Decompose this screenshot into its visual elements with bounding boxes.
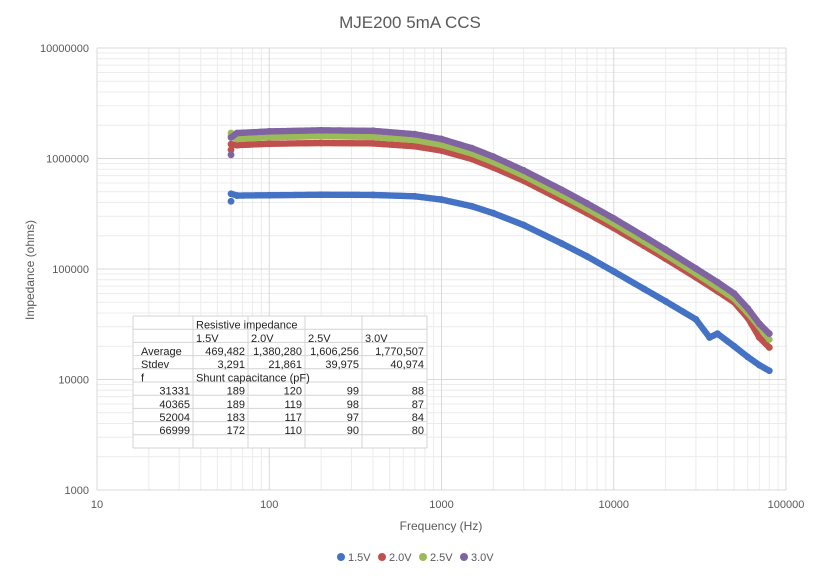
y-tick-label: 100000 bbox=[52, 264, 89, 276]
legend-item-2.0V: 2.0V bbox=[378, 552, 412, 564]
legend-label: 2.0V bbox=[389, 552, 412, 564]
table-row-label: Average bbox=[141, 346, 182, 358]
chart-title: MJE200 5mA CCS bbox=[339, 13, 481, 32]
table-cell: 1,770,507 bbox=[375, 346, 424, 358]
series-1.5V bbox=[227, 190, 773, 375]
table-column-header: 2.5V bbox=[308, 333, 331, 345]
table-column-header: 3.0V bbox=[365, 333, 388, 345]
table-freq-cell: 31331 bbox=[159, 386, 190, 398]
x-tick-label: 100000 bbox=[768, 499, 805, 511]
table-cell: 1,606,256 bbox=[310, 346, 359, 358]
table-cell: 3,291 bbox=[217, 359, 245, 371]
legend-marker bbox=[460, 553, 468, 561]
table-cell: 98 bbox=[347, 399, 359, 411]
table-cell: 99 bbox=[347, 386, 359, 398]
table-cell: 21,861 bbox=[268, 359, 302, 371]
legend-item-2.5V: 2.5V bbox=[419, 552, 453, 564]
y-tick-label: 1000 bbox=[65, 485, 89, 497]
legend-label: 1.5V bbox=[348, 552, 371, 564]
legend-item-1.5V: 1.5V bbox=[337, 552, 371, 564]
y-tick-label: 1000000 bbox=[46, 154, 89, 166]
table-cell: 39,975 bbox=[325, 359, 359, 371]
data-point bbox=[227, 151, 235, 159]
legend-marker bbox=[337, 553, 345, 561]
data-point bbox=[764, 366, 772, 374]
legend: 1.5V 2.0V 2.5V 3.0V bbox=[337, 552, 494, 564]
x-tick-label: 100 bbox=[260, 499, 278, 511]
table-freq-cell: 40365 bbox=[159, 399, 190, 411]
table-freq-cell: 52004 bbox=[159, 412, 190, 424]
x-axis-title: Frequency (Hz) bbox=[400, 519, 483, 533]
x-tick-label: 1000 bbox=[429, 499, 453, 511]
y-axis-title: Impedance (ohms) bbox=[23, 220, 37, 320]
table-cell: 84 bbox=[412, 412, 424, 424]
table-header-label: Resistive impedance bbox=[196, 320, 298, 332]
data-point bbox=[227, 146, 235, 153]
table-column-header: 1.5V bbox=[196, 333, 219, 345]
table-cell: 97 bbox=[347, 412, 359, 424]
table-cell: 189 bbox=[227, 386, 245, 398]
table-cell: 119 bbox=[284, 399, 302, 411]
table-cell: 88 bbox=[412, 386, 424, 398]
table-cell: 183 bbox=[227, 412, 245, 424]
table-cell: 87 bbox=[412, 399, 424, 411]
table-row-label: Stdev bbox=[141, 359, 170, 371]
data-point bbox=[764, 329, 772, 336]
legend-label: 3.0V bbox=[471, 552, 494, 564]
legend-marker bbox=[378, 553, 386, 561]
table-cell: 1,380,280 bbox=[253, 346, 302, 358]
table-cell: 120 bbox=[284, 386, 302, 398]
axes: 10 100 1000 10000 100000 1000 10000 100000 10000… bbox=[40, 43, 804, 511]
data-point bbox=[227, 198, 235, 205]
table-cell: 469,482 bbox=[205, 346, 245, 358]
table-freq-label: f bbox=[141, 372, 145, 384]
table-cell: 117 bbox=[284, 412, 302, 424]
table-cell: 40,974 bbox=[390, 359, 424, 371]
table-shunt-label: Shunt capacitance (pF) bbox=[196, 372, 310, 384]
x-tick-label: 10 bbox=[91, 499, 103, 511]
data-point bbox=[764, 342, 772, 350]
legend-item-3.0V: 3.0V bbox=[460, 552, 494, 564]
x-tick-label: 10000 bbox=[598, 499, 629, 511]
legend-marker bbox=[419, 553, 427, 561]
series-3.0V bbox=[227, 126, 773, 338]
table-cell: 90 bbox=[347, 425, 359, 437]
data-series bbox=[227, 126, 773, 375]
table-cell: 172 bbox=[227, 425, 245, 437]
table-cell: 80 bbox=[412, 425, 424, 437]
table-column-header: 2.0V bbox=[251, 333, 274, 345]
table-cell: 110 bbox=[284, 425, 302, 437]
legend-label: 2.5V bbox=[430, 552, 453, 564]
table-cell: 189 bbox=[227, 399, 245, 411]
y-tick-label: 10000 bbox=[58, 375, 89, 387]
table-freq-cell: 66999 bbox=[159, 425, 190, 437]
y-tick-label: 10000000 bbox=[40, 43, 89, 55]
series-2.5V bbox=[227, 129, 773, 343]
